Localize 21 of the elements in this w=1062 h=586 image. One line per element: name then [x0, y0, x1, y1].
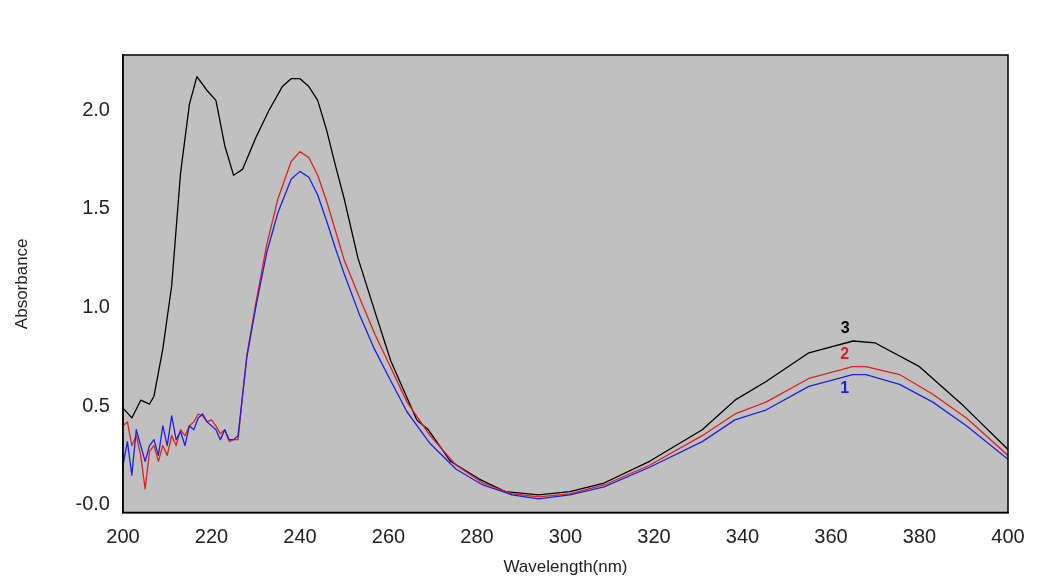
series-label: 1 [840, 378, 850, 396]
x-tick-label: 260 [371, 525, 406, 548]
x-tick-label: 300 [548, 525, 583, 548]
x-tick-label: 340 [725, 525, 760, 548]
x-tick-label: 360 [814, 525, 848, 548]
x-tick-label: 380 [902, 525, 937, 548]
x-tick-label: 400 [991, 525, 1025, 548]
y-tick-label: 1.0 [82, 294, 110, 317]
x-tick-label: 220 [194, 525, 229, 548]
series-label: 3 [840, 319, 850, 337]
x-tick-label: 240 [283, 525, 317, 548]
y-tick-label: 0.5 [82, 393, 110, 416]
x-tick-label: 200 [106, 525, 140, 548]
y-tick-label: -0.0 [75, 492, 110, 515]
x-tick-label: 320 [637, 525, 671, 548]
series-label: 2 [840, 345, 850, 363]
y-axis-title: Absorbance [11, 238, 31, 330]
x-tick-label: 280 [460, 525, 494, 548]
y-tick-label: 2.0 [82, 97, 110, 120]
y-tick-label: 1.5 [82, 196, 110, 219]
x-axis-title: Wavelength(nm) [503, 557, 628, 577]
